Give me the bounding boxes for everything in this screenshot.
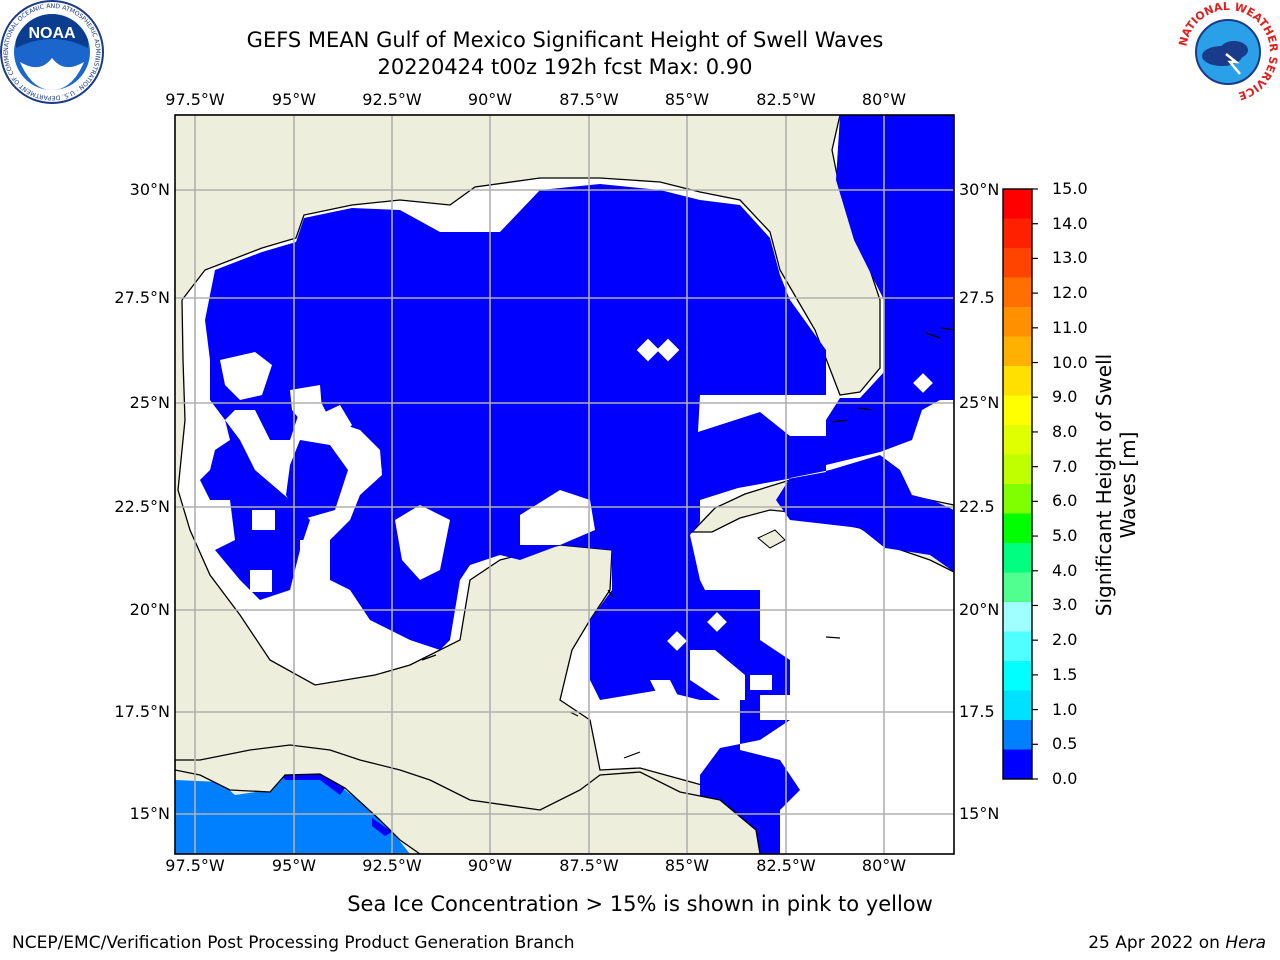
colorbar-segment [1003,307,1032,337]
generation-stamp: 25 Apr 2022 on Hera [1088,933,1266,953]
map-title: GEFS MEAN Gulf of Mexico Significant Hei… [246,28,884,52]
colorbar-title-line1: Significant Height of Swell [1092,353,1116,617]
colorbar-tick-label: 0.0 [1052,769,1078,788]
central-america-land [175,744,761,854]
map-frame [174,114,955,855]
colorbar-segment [1003,484,1032,514]
lon-label-bottom: 87.5°W [559,856,619,875]
noaa-logo: NATIONAL OCEANIC AND ATMOSPHERIC ADMINIS… [0,0,104,104]
lon-label-top: 90°W [467,90,513,109]
colorbar-segment [1003,425,1032,455]
colorbar-tick-label: 8.0 [1052,421,1078,441]
colorbar-title: Significant Height of Swell Waves [m] [1092,305,1140,665]
lon-label-bottom: 90°W [467,856,513,875]
colorbar-tick-label: 4.0 [1052,560,1078,580]
lon-label-bottom: 80°W [861,856,907,875]
lat-label-left: 15°N [129,804,170,823]
colorbar-tick-label: 2.0 [1052,630,1078,650]
lat-label-right: 30°N [959,180,1000,199]
lon-label-bottom: 92.5°W [362,856,422,875]
colorbar-segment [1003,366,1032,396]
lon-label-bottom: 82.5°W [756,856,816,875]
colorbar-segment [1003,336,1032,367]
lat-label-right: 25°N [959,393,1000,412]
colorbar-tick-label: 7.0 [1052,456,1078,476]
colorbar-segment [1003,218,1032,249]
lon-label-bottom: 97.5°W [165,856,225,875]
lon-label-bottom: 85°W [664,856,710,875]
lat-label-left: 25°N [129,393,170,412]
island-cayman [825,636,841,639]
lat-label-right: 15°N [959,804,1000,823]
lon-label-top: 85°W [664,90,710,109]
colorbar-segment [1003,543,1032,573]
colorbar-segment [1003,749,1032,780]
colorbar-tick-label: 13.0 [1052,248,1088,268]
nws-logo: NATIONAL WEATHER SERVICE [1176,0,1280,103]
lon-label-top: 95°W [271,90,317,109]
island-jamaica [757,529,786,549]
no-data-patches [220,338,933,815]
colorbar-tick-label: 5.0 [1052,526,1078,546]
generation-date: 25 Apr 2022 on [1088,933,1226,953]
colorbar-frame [1002,188,1033,780]
colorbar-tick-label: 1.0 [1052,699,1078,719]
colorbar-tick-label: 11.0 [1052,317,1088,337]
lat-label-right: 17.5 [959,702,995,721]
colorbar-segment [1003,631,1032,662]
lat-label-right: 27.5 [959,288,995,307]
colorbar-tick-label: 15.0 [1052,179,1088,198]
lat-label-left: 30°N [129,180,170,199]
island-yucatan-bits [421,589,641,759]
colorbar [1002,188,1038,780]
colorbar-tick-label: 0.5 [1052,734,1078,754]
sea-ice-note: Sea Ice Concentration > 15% is shown in … [347,892,933,916]
lat-label-left: 27.5°N [114,288,170,307]
colorbar-segment [1003,690,1032,721]
credit-text: NCEP/EMC/Verification Post Processing Pr… [12,933,575,953]
lat-label-left: 22.5°N [114,497,170,516]
lat-label-right: 22.5 [959,497,995,516]
swell-field-low [200,115,954,854]
colorbar-tick-label: 3.0 [1052,595,1078,615]
lat-label-right: 20°N [959,600,1000,619]
lon-label-top: 80°W [861,90,907,109]
colorbar-tick-label: 1.5 [1052,664,1078,684]
colorbar-title-line2: Waves [m] [1116,431,1140,539]
coastline-north [181,115,881,396]
lon-label-top: 97.5°W [165,90,225,109]
colorbar-tick-label: 9.0 [1052,387,1078,407]
lon-label-top: 82.5°W [756,90,816,109]
graticule [175,115,954,854]
colorbar-segment [1003,572,1032,603]
lon-label-top: 92.5°W [362,90,422,109]
colorbar-segment [1003,189,1032,219]
colorbar-segment [1003,720,1032,750]
colorbar-tick-label: 12.0 [1052,283,1088,303]
lon-label-top: 87.5°W [559,90,619,109]
lat-label-left: 17.5°N [114,702,170,721]
colorbar-segment [1003,602,1032,632]
map-subtitle: 20220424 t00z 192h fcst Max: 0.90 [377,55,753,79]
lon-label-bottom: 95°W [271,856,317,875]
colorbar-segment [1003,454,1032,485]
colorbar-tick-label: 6.0 [1052,491,1078,511]
island-bahamas [831,327,954,423]
colorbar-segment [1003,395,1032,426]
coastline-west [177,299,761,854]
colorbar-tick-label: 14.0 [1052,213,1088,233]
generation-host: Hera [1225,933,1266,953]
swell-field-low-edge [282,772,392,836]
noaa-logo-text: NOAA [28,25,76,42]
lat-label-left: 20°N [129,600,170,619]
colorbar-segment [1003,248,1032,278]
colorbar-segment [1003,513,1032,544]
colorbar-segment [1003,277,1032,308]
colorbar-tick-label: 10.0 [1052,352,1088,372]
colorbar-segment [1003,661,1032,691]
